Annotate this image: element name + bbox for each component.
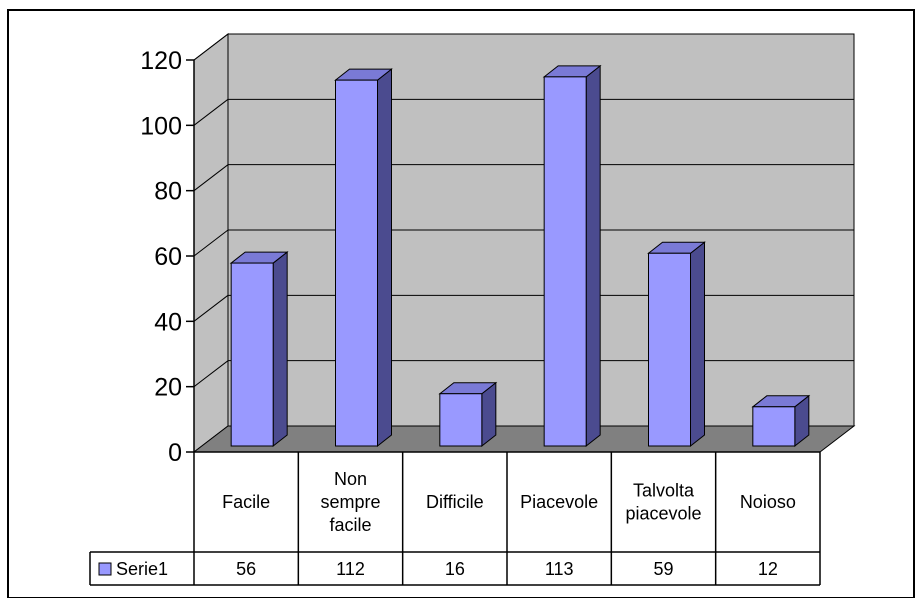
gridline-side: [193, 294, 229, 322]
gridline-side: [193, 33, 229, 61]
bar-side: [690, 241, 705, 448]
bar: [229, 251, 289, 448]
legend-key: [98, 562, 112, 576]
bar-side: [272, 251, 288, 448]
category-label: Talvolta piacevole: [625, 481, 701, 524]
data-value-label: 113: [545, 559, 574, 579]
category-label-line: facile: [329, 515, 371, 535]
data-value-label: 16: [445, 559, 465, 579]
bar-side: [585, 64, 601, 448]
y-tick-label: 40: [154, 308, 182, 336]
bar-side: [377, 68, 392, 448]
gridline-side: [193, 360, 229, 388]
category-label-line: sempre: [320, 492, 380, 512]
category-label: Piacevole: [520, 492, 598, 512]
y-tick-label: 80: [154, 178, 182, 206]
data-value-label: 59: [653, 559, 673, 579]
bar: [647, 241, 706, 448]
legend-series-name: Serie1: [116, 559, 168, 579]
data-value-label: 12: [758, 559, 778, 579]
y-tick-label: 0: [168, 439, 182, 467]
gridline-side: [193, 229, 229, 257]
bar: [334, 68, 393, 448]
category-label-line: Piacevole: [520, 492, 598, 512]
category-label-line: Difficile: [426, 492, 484, 512]
data-value-label: 112: [336, 559, 365, 579]
category-label: Non sempre facile: [320, 469, 380, 535]
bar-front: [230, 262, 274, 447]
bar: [542, 64, 602, 448]
bar-front: [439, 393, 483, 447]
category-label-line: piacevole: [625, 504, 701, 524]
category-label-line: Facile: [222, 492, 270, 512]
bar: [438, 381, 498, 448]
bar-front: [335, 79, 378, 447]
category-label: Noioso: [740, 492, 796, 512]
data-table: Facile Non sempre facile Difficile Piacevole T…: [89, 451, 821, 586]
category-label-line: Non: [334, 469, 367, 489]
plot-area: 0 20 40 60 80 100 120: [140, 32, 856, 467]
bar: [751, 394, 811, 448]
category-label-line: Noioso: [740, 492, 796, 512]
bar-front: [648, 252, 691, 447]
category-label: Difficile: [426, 492, 484, 512]
y-tick-label: 60: [154, 243, 182, 271]
y-tick-label: 100: [140, 112, 182, 140]
category-label-line: Talvolta: [633, 481, 695, 501]
bar-front: [752, 406, 796, 447]
gridline-side: [193, 98, 229, 126]
y-tick-label: 120: [140, 47, 182, 75]
gridline-side: [193, 164, 229, 192]
y-tick-label: 20: [154, 374, 182, 402]
data-value-label: 56: [236, 559, 256, 579]
category-label: Facile: [222, 492, 270, 512]
bar-front: [543, 76, 587, 447]
